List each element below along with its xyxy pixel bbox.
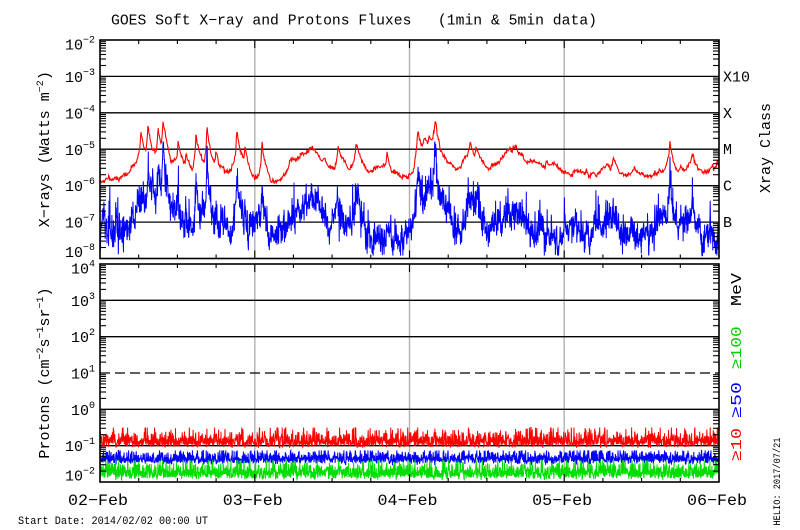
svg-text:−2: −2 (83, 467, 95, 478)
svg-text:10: 10 (65, 245, 83, 262)
svg-text:−7: −7 (83, 214, 95, 225)
svg-text:B: B (723, 215, 732, 232)
svg-text:−4: −4 (83, 104, 95, 115)
svg-text:≥100: ≥100 (729, 326, 746, 369)
svg-text:−2: −2 (83, 36, 95, 47)
svg-text:10: 10 (71, 294, 89, 311)
svg-text:GOES Soft X−ray and Protons Fl: GOES Soft X−ray and Protons Fluxes (1min… (111, 13, 597, 30)
svg-text:C: C (723, 179, 732, 196)
svg-text:−5: −5 (83, 141, 95, 152)
svg-text:−6: −6 (83, 177, 95, 188)
svg-text:−8: −8 (83, 243, 95, 254)
svg-text:10: 10 (65, 439, 83, 456)
svg-text:10: 10 (65, 70, 83, 87)
svg-text:0: 0 (89, 401, 95, 412)
svg-text:06−Feb: 06−Feb (687, 492, 747, 510)
svg-text:X: X (723, 106, 732, 123)
svg-text:05−Feb: 05−Feb (532, 492, 592, 510)
svg-text:3: 3 (89, 292, 95, 303)
svg-text:MeV: MeV (729, 273, 746, 306)
svg-text:X−rays (Watts m−2): X−rays (Watts m−2) (36, 71, 54, 227)
svg-text:Protons (cm−2s−1sr−1): Protons (cm−2s−1sr−1) (36, 287, 54, 458)
svg-text:10: 10 (65, 179, 83, 196)
svg-text:10: 10 (65, 106, 83, 123)
svg-text:10: 10 (71, 367, 89, 384)
svg-text:03−Feb: 03−Feb (223, 492, 283, 510)
svg-text:2: 2 (89, 328, 95, 339)
svg-text:1: 1 (89, 365, 95, 376)
svg-text:Start Date: 2014/02/02 00:00 U: Start Date: 2014/02/02 00:00 UT (18, 516, 208, 528)
svg-text:4: 4 (89, 260, 95, 271)
svg-text:M: M (723, 142, 732, 159)
svg-text:−3: −3 (83, 68, 95, 79)
svg-text:10: 10 (71, 330, 89, 347)
svg-text:10: 10 (65, 38, 83, 55)
svg-text:10: 10 (71, 262, 89, 279)
svg-text:X10: X10 (723, 69, 750, 86)
svg-text:10: 10 (65, 469, 83, 486)
svg-text:≥50: ≥50 (729, 382, 746, 418)
svg-text:04−Feb: 04−Feb (378, 492, 438, 510)
svg-text:HELIO: 2017/07/21: HELIO: 2017/07/21 (772, 438, 784, 526)
svg-text:≥10: ≥10 (729, 428, 746, 461)
svg-text:10: 10 (65, 216, 83, 233)
svg-text:Xray Class: Xray Class (758, 103, 775, 193)
svg-text:−1: −1 (83, 437, 95, 448)
svg-text:02−Feb: 02−Feb (68, 492, 128, 510)
svg-text:10: 10 (71, 403, 89, 420)
svg-text:10: 10 (65, 143, 83, 160)
